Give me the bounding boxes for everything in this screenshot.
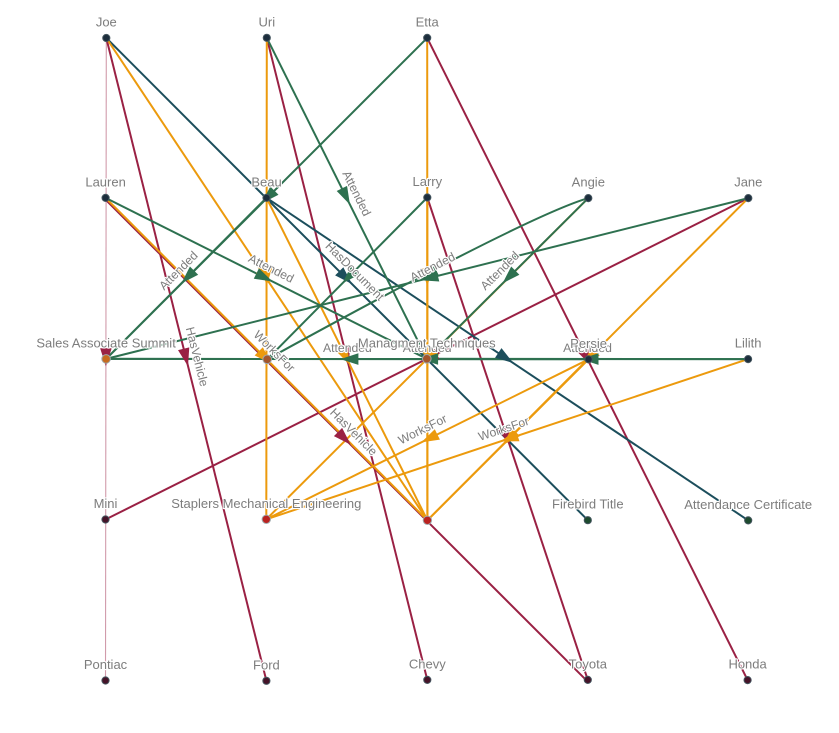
- svg-text:Etta: Etta: [416, 14, 440, 29]
- svg-text:Beau: Beau: [251, 174, 281, 189]
- svg-text:Attended: Attended: [563, 341, 612, 355]
- svg-text:Managment Techniques: Managment Techniques: [358, 335, 496, 350]
- svg-text:Toyota: Toyota: [569, 656, 608, 671]
- svg-text:Attended: Attended: [403, 341, 452, 355]
- svg-text:Attended: Attended: [323, 341, 372, 355]
- svg-text:Pontiac: Pontiac: [84, 657, 128, 672]
- svg-text:Honda: Honda: [728, 657, 767, 672]
- svg-text:Chevy: Chevy: [409, 656, 446, 671]
- svg-text:Mini: Mini: [94, 496, 118, 511]
- svg-text:Persie: Persie: [570, 336, 607, 351]
- svg-text:Joe: Joe: [96, 15, 117, 30]
- svg-text:Uri: Uri: [258, 14, 275, 29]
- svg-text:Attendance Certificate: Attendance Certificate: [684, 497, 812, 512]
- svg-text:Ford: Ford: [253, 657, 280, 672]
- svg-text:Firebird Title: Firebird Title: [552, 497, 624, 512]
- svg-text:Angie: Angie: [572, 175, 605, 190]
- svg-text:Sales Associate Summit: Sales Associate Summit: [36, 335, 176, 350]
- svg-text:Jane: Jane: [734, 175, 762, 190]
- svg-text:Lilith: Lilith: [735, 336, 762, 351]
- svg-text:Lauren: Lauren: [85, 174, 125, 189]
- svg-text:Larry: Larry: [412, 174, 442, 189]
- svg-text:Staplers Mechanical Engineerin: Staplers Mechanical Engineering: [171, 496, 361, 511]
